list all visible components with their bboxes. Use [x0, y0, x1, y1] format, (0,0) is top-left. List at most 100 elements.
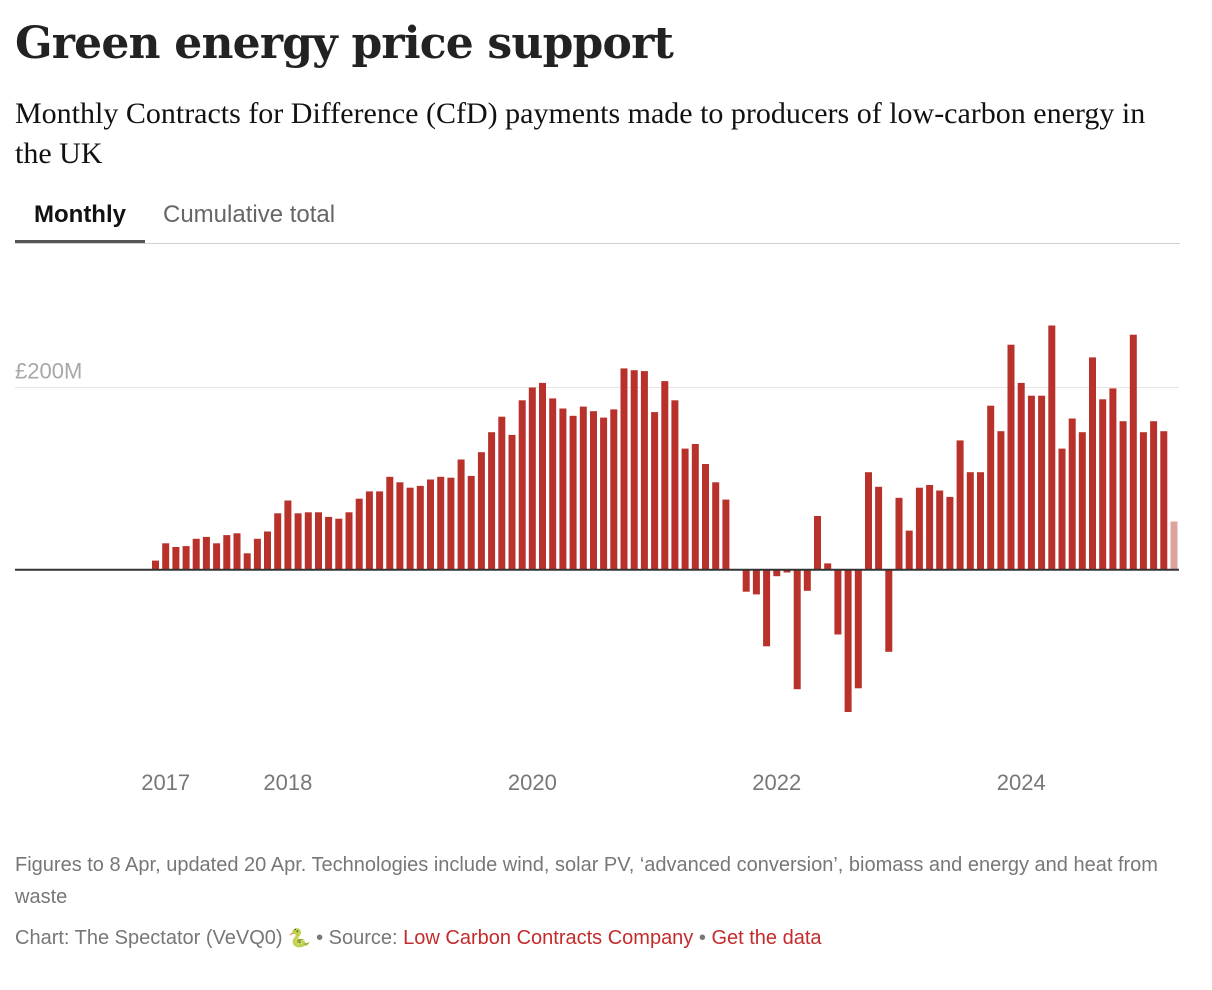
bar-provisional[interactable]: 2025-04: £53M	[1170, 521, 1178, 570]
bar[interactable]: 2017-04: £34M	[192, 538, 200, 570]
bar[interactable]: 2023-04: £93M	[926, 485, 934, 570]
tab-cumulative-total[interactable]: Cumulative total	[163, 201, 336, 228]
bar[interactable]: 2019-07: £103M	[467, 475, 475, 570]
bar[interactable]: 2020-04: £177M	[559, 408, 567, 570]
bar[interactable]: 2022-02: £-3M	[783, 569, 791, 573]
bar[interactable]: 2021-01: £173M	[651, 412, 659, 570]
bar[interactable]: 2023-11: £152M	[997, 431, 1005, 570]
bar[interactable]: 2022-10: £107M	[865, 472, 872, 570]
bar[interactable]: 2017-02: £25M	[172, 547, 180, 570]
bar[interactable]: 2018-11: £102M	[386, 476, 394, 570]
bar[interactable]: 2016-12: £10M	[152, 560, 159, 570]
bar[interactable]: 2017-08: £40M	[233, 533, 241, 570]
bar[interactable]: 2017-10: £34M	[253, 538, 261, 570]
bar[interactable]: 2019-02: £92M	[416, 485, 424, 570]
bar[interactable]: 2018-10: £86M	[376, 491, 384, 570]
bar[interactable]: 2021-11: £-27M	[752, 569, 760, 595]
bar[interactable]: 2018-07: £63M	[345, 512, 353, 570]
bar[interactable]: 2018-05: £58M	[325, 516, 333, 570]
bar[interactable]: 2022-06: £7M	[824, 563, 832, 570]
bar[interactable]: 2018-02: £62M	[294, 513, 302, 570]
bar[interactable]: 2023-05: £87M	[936, 490, 944, 570]
bar[interactable]: 2018-06: £56M	[335, 518, 343, 570]
bar[interactable]: 2024-07: £151M	[1078, 432, 1086, 570]
bar[interactable]: 2023-01: £79M	[895, 497, 903, 570]
bar[interactable]: 2020-01: £200M	[528, 387, 536, 570]
bar[interactable]: 2022-03: £-131M	[793, 569, 801, 690]
bar[interactable]: 2022-04: £-23M	[803, 569, 811, 591]
bar[interactable]: 2019-03: £99M	[427, 479, 434, 570]
source-link[interactable]: Low Carbon Contracts Company	[403, 927, 694, 949]
bar[interactable]: 2019-06: £121M	[457, 459, 465, 570]
bar[interactable]: 2021-06: £116M	[702, 464, 709, 570]
bar[interactable]: 2018-12: £96M	[396, 482, 404, 570]
bar[interactable]: 2021-05: £138M	[691, 444, 699, 570]
bar[interactable]: 2020-08: £167M	[600, 417, 608, 570]
bar[interactable]: 2019-10: £168M	[498, 416, 506, 570]
bar[interactable]: 2020-11: £219M	[630, 370, 638, 570]
bar[interactable]: 2024-11: £163M	[1119, 421, 1127, 570]
bar[interactable]: 2018-01: £76M	[284, 500, 292, 570]
bar[interactable]: 2019-11: £148M	[508, 434, 516, 570]
bar[interactable]: 2017-06: £29M	[213, 543, 221, 570]
bar[interactable]: 2024-06: £166M	[1068, 418, 1076, 570]
bar[interactable]: 2020-03: £188M	[549, 398, 557, 570]
bar[interactable]: 2024-04: £268M	[1048, 325, 1056, 570]
bar[interactable]: 2024-01: £205M	[1017, 382, 1025, 570]
bar[interactable]: 2024-05: £133M	[1058, 448, 1066, 570]
bar[interactable]: 2024-09: £187M	[1099, 399, 1107, 570]
bar[interactable]: 2025-03: £152M	[1160, 431, 1168, 570]
bar[interactable]: 2020-10: £221M	[620, 368, 628, 570]
bar[interactable]: 2024-12: £258M	[1129, 334, 1137, 570]
bar[interactable]: 2025-02: £163M	[1150, 421, 1158, 570]
bar[interactable]: 2021-02: £207M	[661, 381, 669, 570]
bar[interactable]: 2022-09: £-130M	[854, 569, 862, 689]
bar[interactable]: 2021-03: £186M	[671, 400, 679, 570]
bar[interactable]: 2024-10: £199M	[1109, 388, 1117, 570]
bar[interactable]: 2023-03: £90M	[915, 487, 923, 570]
bar[interactable]: 2019-09: £151M	[488, 432, 496, 570]
bar[interactable]: 2017-11: £42M	[264, 531, 271, 570]
bar[interactable]: 2018-09: £86M	[365, 491, 373, 570]
bar[interactable]: 2021-10: £-24M	[742, 569, 750, 592]
bar[interactable]: 2023-06: £80M	[946, 496, 954, 570]
bar[interactable]: 2023-07: £142M	[956, 440, 964, 570]
bar[interactable]: 2020-12: £218M	[640, 371, 648, 570]
bar[interactable]: 2023-08: £107M	[966, 472, 974, 570]
bar[interactable]: 2018-03: £63M	[304, 512, 312, 570]
bar[interactable]: 2020-05: £169M	[569, 415, 577, 570]
bar[interactable]: 2017-09: £18M	[243, 553, 251, 570]
bar[interactable]: 2022-01: £-7M	[773, 569, 781, 577]
bar[interactable]: 2023-10: £180M	[987, 405, 995, 570]
bar[interactable]: 2017-01: £29M	[162, 543, 170, 570]
bar[interactable]: 2021-08: £77M	[722, 499, 730, 570]
bar[interactable]: 2022-11: £91M	[875, 486, 883, 570]
bar[interactable]: 2024-02: £191M	[1027, 395, 1035, 570]
bar[interactable]: 2023-09: £107M	[977, 472, 984, 570]
bar[interactable]: 2017-03: £26M	[182, 546, 190, 570]
bar[interactable]: 2020-06: £179M	[579, 406, 587, 570]
bar[interactable]: 2022-12: £-90M	[885, 569, 893, 652]
bar[interactable]: 2021-07: £96M	[712, 482, 720, 570]
bar[interactable]: 2018-08: £78M	[355, 498, 363, 570]
bar[interactable]: 2017-12: £62M	[274, 513, 282, 570]
bar[interactable]: 2021-12: £-84M	[763, 569, 771, 647]
bar[interactable]: 2025-01: £151M	[1139, 432, 1147, 570]
bar[interactable]: 2020-02: £205M	[539, 382, 546, 570]
get-the-data-link[interactable]: Get the data	[711, 927, 822, 949]
bar[interactable]: 2020-09: £176M	[610, 409, 618, 570]
bar[interactable]: 2017-05: £36M	[202, 536, 210, 570]
tab-monthly[interactable]: Monthly	[15, 193, 145, 243]
bar[interactable]: 2023-02: £43M	[905, 530, 913, 570]
bar[interactable]: 2019-08: £129M	[477, 452, 485, 570]
bar[interactable]: 2020-07: £174M	[590, 411, 597, 570]
bar[interactable]: 2022-05: £59M	[814, 516, 821, 570]
bar[interactable]: 2019-01: £90M	[406, 487, 414, 570]
bar[interactable]: 2018-04: £63M	[315, 512, 322, 570]
bar[interactable]: 2019-04: £102M	[437, 476, 445, 570]
bar[interactable]: 2024-03: £191M	[1038, 395, 1046, 570]
bar[interactable]: 2022-08: £-156M	[844, 569, 852, 712]
bar[interactable]: 2022-07: £-71M	[834, 569, 842, 635]
bar[interactable]: 2024-08: £233M	[1089, 357, 1096, 570]
bar[interactable]: 2019-12: £186M	[518, 400, 526, 570]
